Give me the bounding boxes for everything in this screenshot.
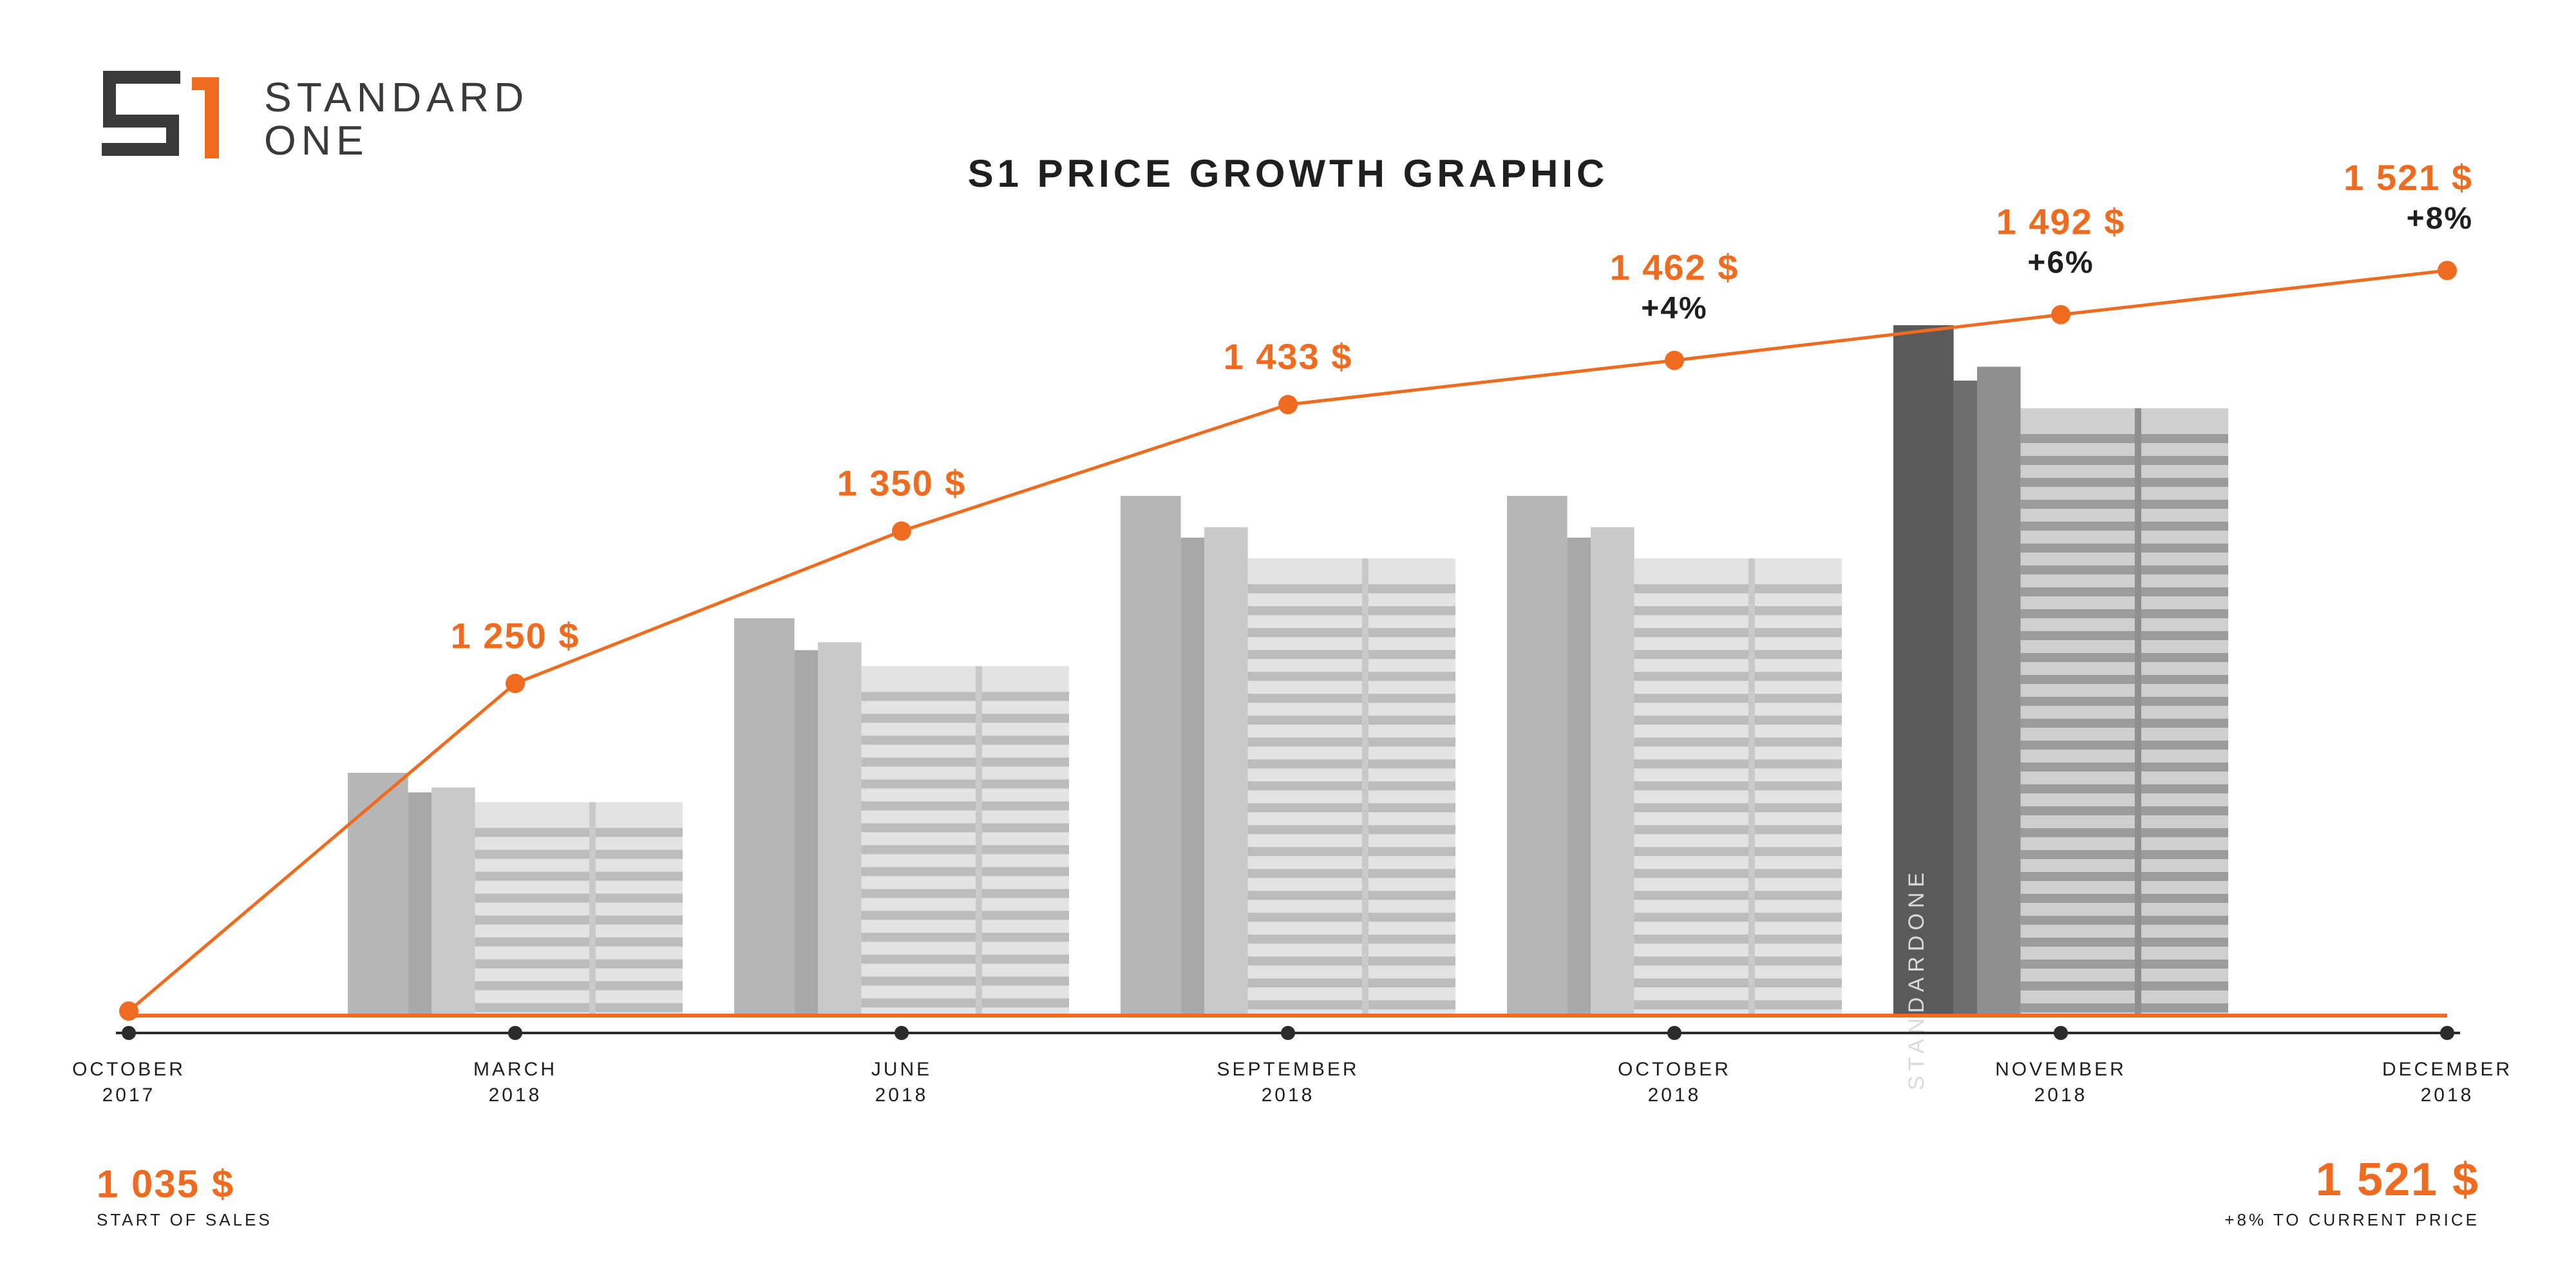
svg-text:2018: 2018 <box>2034 1084 2088 1106</box>
svg-text:1 433 $: 1 433 $ <box>1224 336 1353 377</box>
svg-text:1 462 $: 1 462 $ <box>1610 247 1739 288</box>
svg-text:1 250 $: 1 250 $ <box>451 615 580 656</box>
svg-text:2018: 2018 <box>2421 1084 2474 1106</box>
svg-text:1 492 $: 1 492 $ <box>1996 202 2126 242</box>
chart-title: S1 PRICE GROWTH GRAPHIC <box>0 151 2576 196</box>
svg-text:2018: 2018 <box>489 1084 542 1106</box>
svg-text:STANDARDONE: STANDARDONE <box>1904 867 1929 1090</box>
svg-text:MARCH: MARCH <box>473 1059 557 1080</box>
svg-text:1 350 $: 1 350 $ <box>837 463 967 504</box>
svg-text:OCTOBER: OCTOBER <box>72 1059 185 1080</box>
svg-text:2018: 2018 <box>1262 1084 1315 1106</box>
svg-text:OCTOBER: OCTOBER <box>1618 1059 1731 1080</box>
logo-text: STANDARD ONE <box>264 76 529 162</box>
footer-start-price: 1 035 $ <box>97 1162 272 1206</box>
svg-text:2017: 2017 <box>102 1084 156 1106</box>
svg-text:SEPTEMBER: SEPTEMBER <box>1217 1059 1359 1080</box>
svg-text:2018: 2018 <box>1648 1084 1701 1106</box>
svg-text:JUNE: JUNE <box>871 1059 932 1080</box>
svg-text:NOVEMBER: NOVEMBER <box>1995 1059 2126 1080</box>
svg-text:2018: 2018 <box>875 1084 929 1106</box>
footer-start-sub: START OF SALES <box>97 1210 272 1230</box>
svg-text:+6%: +6% <box>2027 246 2094 280</box>
svg-text:DECEMBER: DECEMBER <box>2382 1059 2512 1080</box>
footer-end-sub: +8% TO CURRENT PRICE <box>2224 1210 2479 1230</box>
footer-start: 1 035 $ START OF SALES <box>97 1162 272 1230</box>
svg-text:+8%: +8% <box>2407 202 2473 236</box>
logo-line1: STANDARD <box>264 76 529 119</box>
footer-end: 1 521 $ +8% TO CURRENT PRICE <box>2224 1153 2479 1230</box>
svg-text:+4%: +4% <box>1641 292 1707 326</box>
footer-end-price: 1 521 $ <box>2224 1153 2479 1206</box>
